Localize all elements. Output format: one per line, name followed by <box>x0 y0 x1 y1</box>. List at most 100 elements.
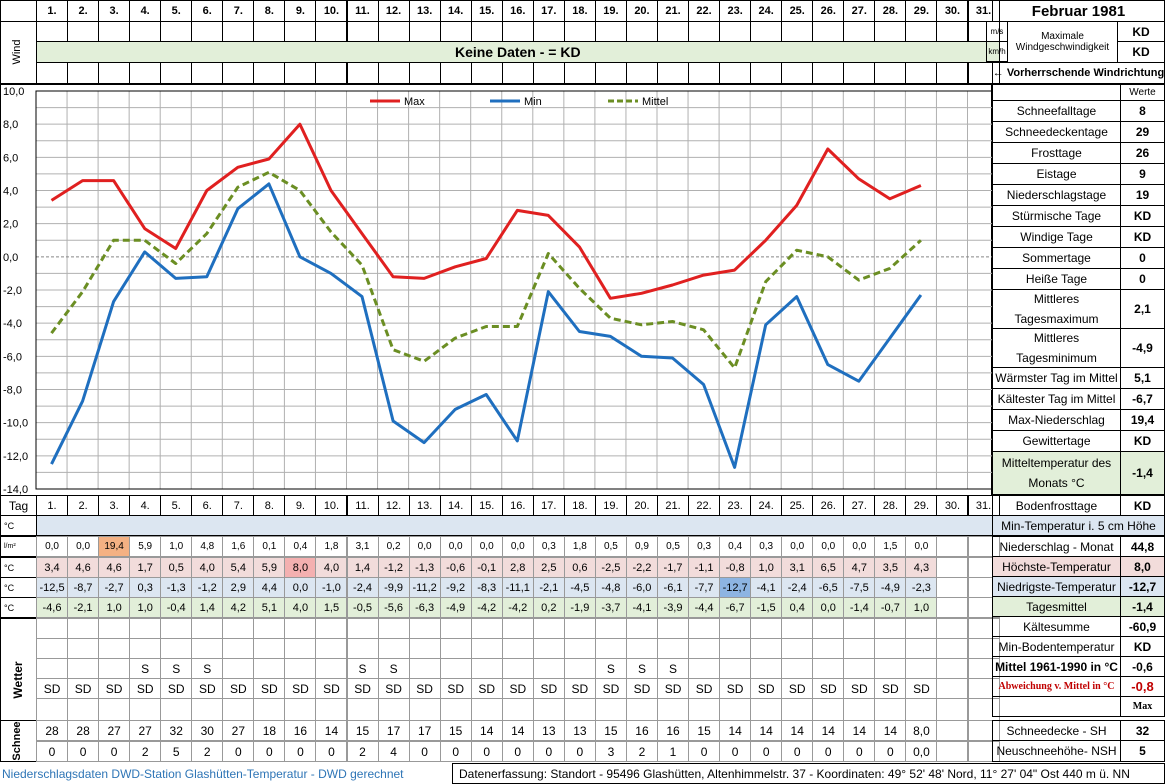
snow-depth-cell: 28 <box>36 720 69 741</box>
new-snow-cell: 2 <box>346 741 379 762</box>
weather-cell <box>657 638 690 659</box>
day-header: 10. <box>315 0 348 22</box>
tag-day: 23. <box>719 495 752 516</box>
weather-code-1: S <box>377 658 410 679</box>
weather-cell <box>315 698 348 721</box>
weather-cell <box>532 638 565 659</box>
wind-cell <box>905 21 938 42</box>
snow-depth-cell: 27 <box>98 720 131 741</box>
mean-temp-cell: 1,5 <box>315 597 348 618</box>
mean-temp-cell: 1,0 <box>129 597 162 618</box>
wind-cell <box>191 62 224 84</box>
weather-cell <box>532 618 565 639</box>
weather-cell <box>160 618 193 639</box>
weather-cell <box>222 618 255 639</box>
weather-code-2: SD <box>346 678 379 699</box>
weather-cell <box>594 618 627 639</box>
wind-cell <box>719 62 752 84</box>
tag-day: 16. <box>501 495 534 516</box>
precip-cell: 0,2 <box>377 536 410 557</box>
max-wind-kmh-value: KD <box>1117 41 1165 63</box>
wind-cell <box>222 62 255 84</box>
mean-temp-cell: -5,6 <box>377 597 410 618</box>
snow-depth-cell <box>967 720 1000 741</box>
weather-code-1 <box>284 658 317 679</box>
day-header: 8. <box>253 0 286 22</box>
wind-cell <box>781 62 814 84</box>
weather-code-2: SD <box>532 678 565 699</box>
weather-cell <box>874 618 907 639</box>
max-wind-ms-value: KD <box>1117 21 1165 42</box>
wind-cell <box>67 62 100 84</box>
precip-cell: 19,4 <box>98 536 131 557</box>
wind-cell <box>222 21 255 42</box>
max-temp-cell: 0,6 <box>563 557 596 578</box>
min-temp-cell: -6,5 <box>812 577 845 598</box>
wind-cell <box>688 62 721 84</box>
stat-label: Abweichung v. Mittel in °C <box>992 676 1121 697</box>
snow-depth-cell <box>936 720 969 741</box>
snow-depth-cell: 14 <box>501 720 534 741</box>
weather-code-1: S <box>129 658 162 679</box>
stat-label: Max-Niederschlag <box>992 409 1121 431</box>
snow-depth-cell: 27 <box>222 720 255 741</box>
day-header: 25. <box>781 0 814 22</box>
max-temp-cell: 5,9 <box>253 557 286 578</box>
snow-depth-cell: 28 <box>67 720 100 741</box>
stat-label: Gewittertage <box>992 430 1121 452</box>
snow-depth-cell: 17 <box>377 720 410 741</box>
weather-code-1: S <box>594 658 627 679</box>
new-snow-cell: 0 <box>253 741 286 762</box>
weather-cell <box>408 638 441 659</box>
weather-cell <box>408 618 441 639</box>
wind-direction-label: ← Vorherrschende Windrichtung <box>992 62 1165 84</box>
precip-cell: 0,1 <box>253 536 286 557</box>
snow-depth-cell: 27 <box>129 720 162 741</box>
max-temp-cell: 4,7 <box>843 557 876 578</box>
weather-code-2: SD <box>470 678 503 699</box>
stat-label: Mitteltemperatur des Monats °C <box>992 451 1121 495</box>
new-snow-cell: 0 <box>36 741 69 762</box>
new-snow-cell: 1 <box>657 741 690 762</box>
stat-label: Mittleres Tagesmaximum <box>992 289 1121 329</box>
weather-cell <box>67 638 100 659</box>
min-temp-cell: -6,1 <box>657 577 690 598</box>
new-snow-cell: 0 <box>439 741 472 762</box>
max-temp-cell: 3,1 <box>781 557 814 578</box>
precip-cell: 3,1 <box>346 536 379 557</box>
weather-cell <box>377 638 410 659</box>
weather-cell <box>222 638 255 659</box>
wind-cell <box>812 62 845 84</box>
day-header: 5. <box>160 0 193 22</box>
min-temp-cell: -2,4 <box>346 577 379 598</box>
weather-cell <box>563 618 596 639</box>
legend-label: Min <box>524 96 542 108</box>
tag-day: 20. <box>625 495 658 516</box>
wind-cell <box>781 21 814 42</box>
day-header: 28. <box>874 0 907 22</box>
tag-day: 5. <box>160 495 193 516</box>
wind-cell <box>750 21 783 42</box>
wind-cell <box>377 62 410 84</box>
snow-depth-cell: 14 <box>874 720 907 741</box>
wind-cell <box>843 21 876 42</box>
stat-value: KD <box>1120 430 1165 452</box>
min-temp-cell <box>936 577 969 598</box>
y-tick-label: -2,0 <box>3 285 22 297</box>
stat-value: 0 <box>1120 247 1165 269</box>
new-snow-cell: 0 <box>408 741 441 762</box>
tag-day: 10. <box>315 495 348 516</box>
max-temp-cell: -1,7 <box>657 557 690 578</box>
weather-cell <box>750 698 783 721</box>
wind-cell <box>563 62 596 84</box>
min-temp-cell: 0,3 <box>129 577 162 598</box>
stat-value: 8 <box>1120 100 1165 122</box>
wind-cell <box>470 21 503 42</box>
snow-depth-cell: 15 <box>346 720 379 741</box>
weather-cell <box>812 698 845 721</box>
weather-cell <box>936 698 969 721</box>
wind-cell <box>67 21 100 42</box>
stat-label: Sommertage <box>992 247 1121 269</box>
stat-label: Schneedecke - SH <box>992 720 1121 741</box>
weather-cell <box>160 638 193 659</box>
